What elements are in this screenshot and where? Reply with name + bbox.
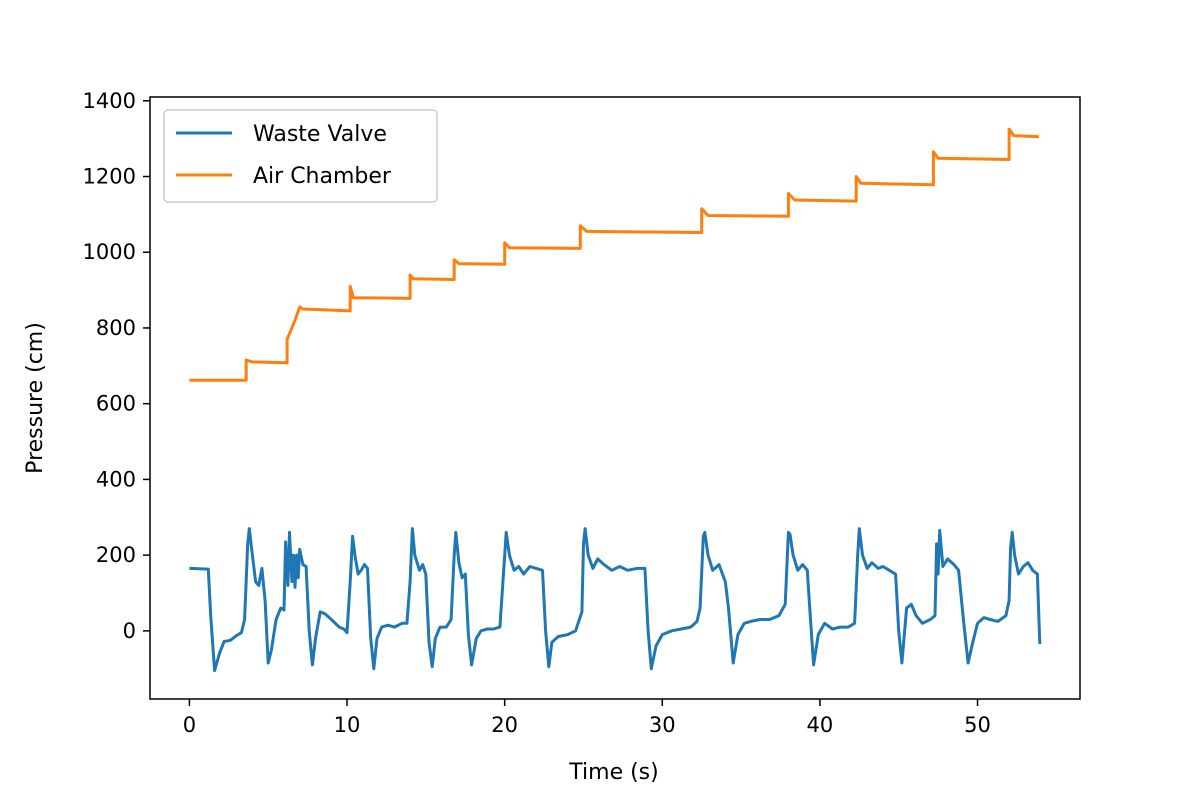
- legend-label-waste-valve: Waste Valve: [253, 122, 387, 147]
- y-axis-label: Pressure (cm): [23, 322, 48, 474]
- y-tick-label: 200: [96, 543, 136, 567]
- x-tick-label: 30: [649, 713, 676, 737]
- axes-frame: [149, 96, 1081, 700]
- y-tick-label: 600: [96, 392, 136, 416]
- series-line-waste-valve: [189, 527, 1042, 673]
- x-axis-label: Time (s): [568, 760, 658, 785]
- y-tick-label: 1000: [83, 240, 136, 264]
- series-layer: [189, 127, 1042, 673]
- x-tick-label: 20: [491, 713, 518, 737]
- y-axis-ticks: 0 200 400 600 800 1000 1200 1400: [83, 89, 150, 643]
- y-tick-label: 1400: [83, 89, 136, 113]
- legend-label-air-chamber: Air Chamber: [253, 164, 392, 189]
- x-tick-label: 10: [334, 713, 361, 737]
- x-axis-ticks: 0 10 20 30 40 50: [183, 699, 991, 737]
- x-tick-label: 40: [807, 713, 834, 737]
- y-tick-label: 0: [123, 619, 136, 643]
- y-tick-label: 1200: [83, 165, 136, 189]
- series-line-air-chamber: [189, 127, 1040, 382]
- y-tick-label: 800: [96, 316, 136, 340]
- legend: Waste Valve Air Chamber: [163, 109, 438, 203]
- x-tick-label: 50: [964, 713, 991, 737]
- y-tick-label: 400: [96, 467, 136, 491]
- x-tick-label: 0: [183, 713, 196, 737]
- legend-box: [163, 109, 438, 203]
